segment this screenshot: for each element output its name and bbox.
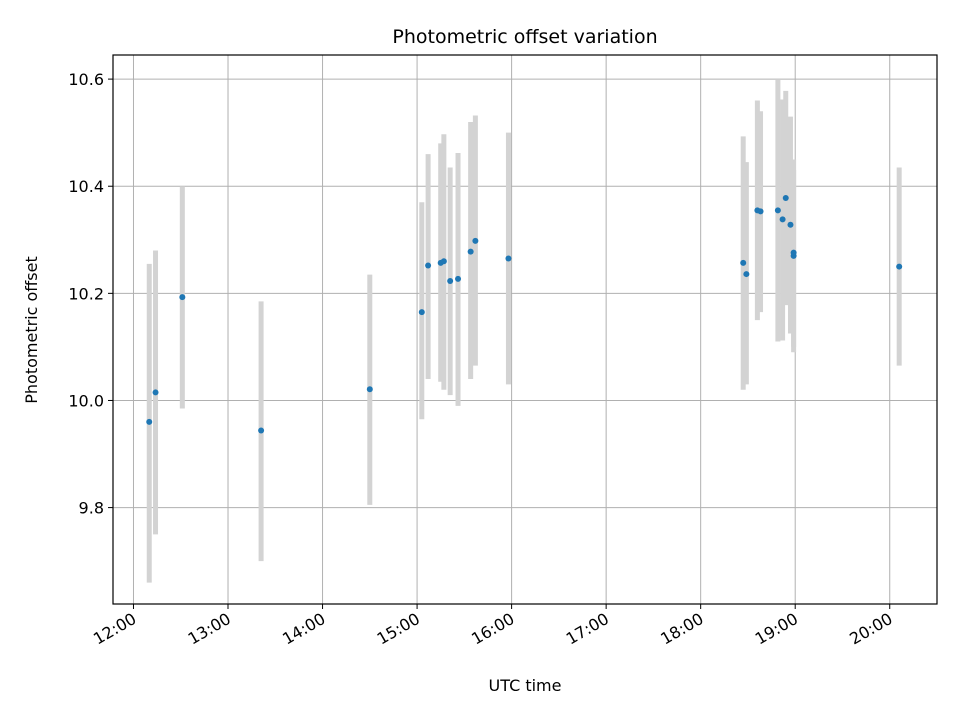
data-point — [425, 262, 432, 269]
data-point — [179, 294, 186, 301]
data-point — [455, 275, 462, 282]
data-point — [757, 208, 764, 215]
y-tick-label: 10.4 — [68, 177, 104, 196]
data-point — [258, 427, 265, 434]
data-point — [505, 255, 512, 262]
data-point — [467, 248, 474, 255]
data-point — [896, 263, 903, 270]
plot-frame — [112, 54, 938, 605]
data-point — [740, 259, 747, 266]
y-axis-label: Photometric offset — [22, 256, 41, 404]
chart-title: Photometric offset variation — [392, 26, 657, 48]
data-point — [152, 389, 159, 396]
x-axis-label: UTC time — [489, 676, 562, 695]
y-tick-label: 9.8 — [79, 499, 104, 518]
data-point — [447, 278, 454, 285]
data-point — [787, 221, 794, 228]
data-point — [774, 207, 781, 214]
data-point — [790, 249, 797, 256]
y-axis: 9.8 10.0 10.2 10.4 10.6 — [68, 70, 113, 518]
data-point — [146, 418, 153, 425]
y-tick-label: 10.6 — [68, 70, 104, 89]
data-point — [782, 195, 789, 202]
data-point — [472, 237, 479, 244]
y-tick-label: 10.0 — [68, 391, 104, 410]
data-point — [440, 258, 447, 265]
data-point — [418, 309, 425, 316]
data-point — [366, 386, 373, 393]
y-tick-label: 10.2 — [68, 284, 104, 303]
data-point — [779, 216, 786, 223]
data-points — [146, 195, 903, 434]
data-point — [743, 271, 750, 278]
grid — [113, 55, 937, 604]
